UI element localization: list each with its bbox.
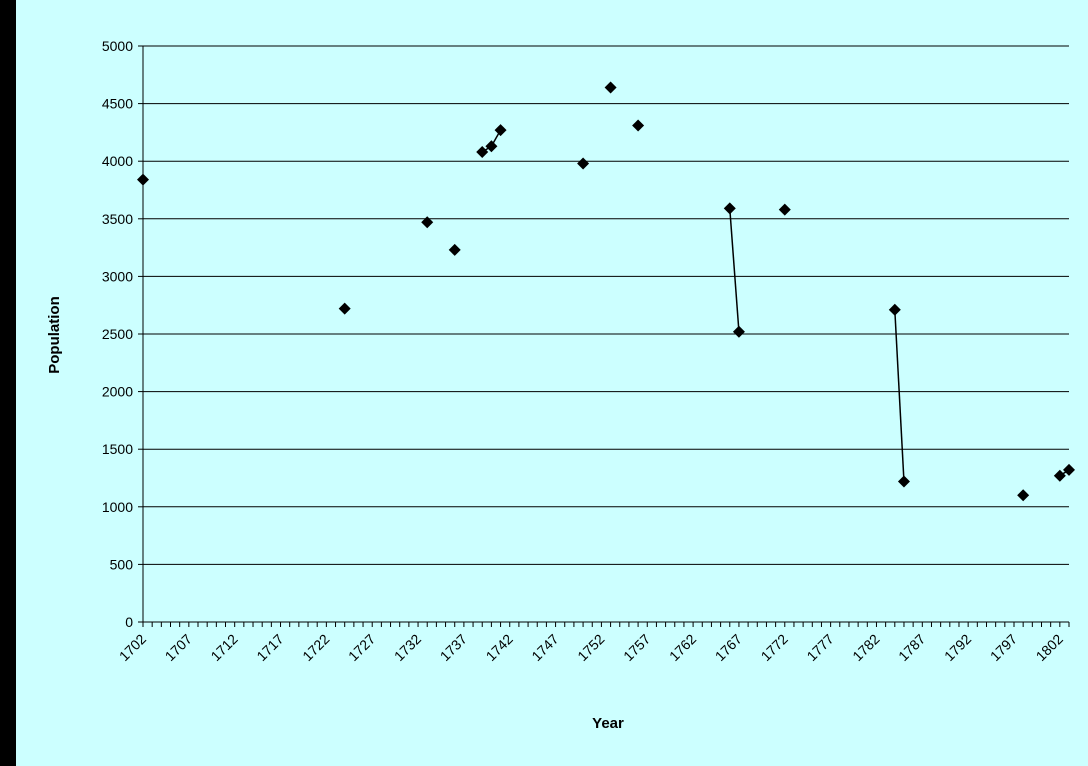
x-tick-label: 1712 (207, 631, 240, 664)
connector-lines (481, 129, 1070, 482)
x-tick-label: 1742 (483, 631, 516, 664)
data-point (888, 303, 901, 316)
x-tick-label: 1797 (987, 631, 1020, 664)
data-point (1017, 489, 1030, 502)
x-tick-labels: 1702 1707 1712 1717 1722 1727 1732 1737 1742 1747… (116, 631, 1066, 664)
x-tick-label: 1747 (528, 631, 561, 664)
x-tick-label: 1717 (253, 631, 286, 664)
y-tick-label: 1500 (102, 441, 133, 457)
data-point (723, 202, 736, 215)
connector-line (729, 208, 740, 332)
data-point (1063, 463, 1075, 476)
x-tick-label: 1702 (116, 631, 149, 664)
y-tick-label: 3500 (102, 211, 133, 227)
gridlines (143, 45, 1069, 565)
data-point (494, 124, 507, 137)
y-tick-label: 2500 (102, 326, 133, 342)
x-tick-label: 1792 (941, 631, 974, 664)
y-tick-label: 2000 (102, 384, 133, 400)
x-tick-label: 1787 (895, 631, 928, 664)
y-tick-label: 4000 (102, 153, 133, 169)
y-axis-title: Population (46, 296, 63, 374)
connector-line (894, 309, 905, 482)
data-point (632, 119, 645, 132)
data-point (732, 325, 745, 338)
data-points (137, 81, 1075, 502)
x-tick-label: 1772 (758, 631, 791, 664)
data-point (421, 216, 434, 229)
x-tick-label: 1707 (162, 631, 195, 664)
y-tick-label: 4500 (102, 96, 133, 112)
x-tick-label: 1762 (666, 631, 699, 664)
x-tick-label: 1782 (849, 631, 882, 664)
x-tick-label: 1767 (712, 631, 745, 664)
x-tick-label: 1737 (437, 631, 470, 664)
data-point (476, 145, 489, 158)
data-point (448, 243, 461, 256)
x-tick-label: 1722 (299, 631, 332, 664)
scatter-chart: 0 500 1000 1500 2000 2500 3000 3500 4000 4500 5000… (46, 38, 1075, 732)
data-point (137, 173, 149, 186)
axes (138, 45, 1070, 627)
data-point (1053, 469, 1066, 482)
x-tick-label: 1802 (1033, 631, 1066, 664)
data-point (778, 203, 791, 216)
y-tick-labels: 0 500 1000 1500 2000 2500 3000 3500 4000 4500 5000 (102, 38, 133, 630)
x-tick-label: 1777 (803, 631, 836, 664)
chart-area: 0 500 1000 1500 2000 2500 3000 3500 4000 4500 5000… (16, 0, 1088, 766)
x-tick-label: 1732 (391, 631, 424, 664)
y-tick-label: 3000 (102, 268, 133, 284)
y-tick-label: 5000 (102, 38, 133, 54)
y-tick-label: 1000 (102, 499, 133, 515)
data-point (485, 140, 498, 153)
x-tick-label: 1757 (620, 631, 653, 664)
data-point (604, 81, 617, 94)
data-point (338, 302, 351, 315)
y-tick-label: 0 (125, 614, 133, 630)
y-tick-label: 500 (110, 556, 134, 572)
data-point (897, 475, 910, 488)
data-point (577, 157, 590, 170)
x-tick-label: 1727 (345, 631, 378, 664)
x-axis-title: Year (592, 715, 624, 732)
x-tick-label: 1752 (574, 631, 607, 664)
